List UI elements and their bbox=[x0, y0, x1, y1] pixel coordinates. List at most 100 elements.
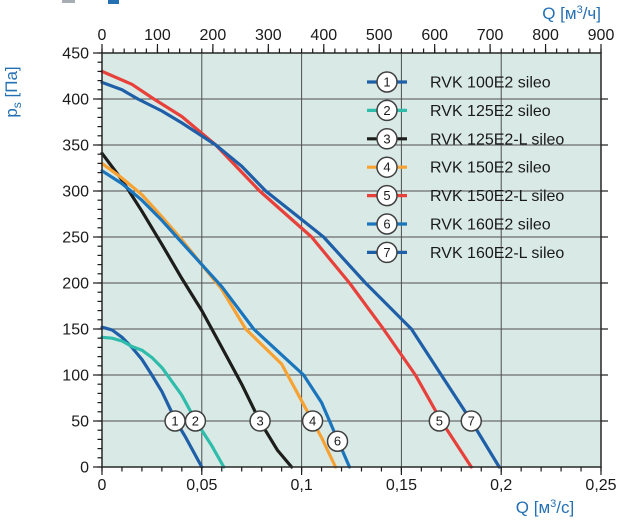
legend-item-rvk-150e2-l-sileo: 5 RVK 150E2-L sileo bbox=[367, 184, 564, 207]
legend-marker-circle bbox=[376, 213, 398, 235]
legend-item-rvk-160e2-l-sileo: 7 RVK 160E2-L sileo bbox=[367, 241, 564, 264]
bottom-tick-label: 0,15 bbox=[386, 477, 417, 494]
curve-marker-number: 4 bbox=[309, 414, 316, 429]
left-tick-label: 100 bbox=[62, 368, 89, 385]
y-axis-unit-label: ps [Па] bbox=[2, 47, 25, 137]
legend-marker-circle bbox=[376, 71, 398, 93]
legend-marker-circle bbox=[376, 156, 398, 178]
legend-label: RVK 160E2 sileo bbox=[430, 217, 551, 234]
curve-marker-number: 7 bbox=[468, 414, 475, 429]
legend-marker-circle bbox=[376, 241, 398, 264]
curve-rvk-160e2-sileo bbox=[100, 169, 352, 469]
legend-marker-circle bbox=[376, 128, 398, 150]
legend-label: RVK 150E2-L sileo bbox=[430, 188, 564, 205]
left-tick-label: 250 bbox=[62, 230, 89, 247]
legend-marker-number: 6 bbox=[383, 217, 390, 232]
fan-curves bbox=[100, 69, 501, 469]
bottom-axis-unit-sup: 3 bbox=[550, 498, 557, 510]
left-tick-label: 150 bbox=[62, 322, 89, 339]
left-tick-label: 450 bbox=[62, 46, 89, 63]
top-tick-label: 800 bbox=[532, 27, 559, 44]
bottom-axis-unit-label: Q [м3/с] bbox=[495, 495, 595, 517]
curve-rvk-150e2-sileo bbox=[100, 161, 338, 469]
bottom-axis-unit-post: /с] bbox=[556, 498, 575, 517]
left-tick-label: 300 bbox=[62, 184, 89, 201]
legend: 1 RVK 100E2 sileo 2 RVK 125E2 sileo 3 RVK 125… bbox=[367, 71, 564, 264]
legend-item-rvk-125e2-sileo: 2 RVK 125E2 sileo bbox=[367, 99, 551, 122]
curve-rvk-100e2-sileo bbox=[100, 325, 204, 469]
curve-marker-number: 5 bbox=[436, 414, 443, 429]
top-tick-label: 0 bbox=[98, 27, 107, 44]
bottom-axis-unit-pre: Q [м bbox=[515, 498, 551, 517]
curve-marker-number: 1 bbox=[171, 414, 178, 429]
curve-rvk-125e2-l-sileo bbox=[100, 151, 294, 469]
legend-label: RVK 160E2-L sileo bbox=[430, 245, 564, 262]
top-axis-unit-label: Q [м3/ч] bbox=[542, 1, 601, 23]
curve-marker-circle bbox=[460, 410, 483, 432]
curve-marker-number: 6 bbox=[334, 434, 341, 449]
curve-marker-circle bbox=[249, 410, 271, 432]
curve-marker-6: 6 bbox=[326, 430, 349, 452]
curve-marker-circle bbox=[326, 430, 349, 452]
top-tick-label: 200 bbox=[200, 27, 227, 44]
top-axis-unit-sup: 3 bbox=[576, 4, 583, 16]
curve-number-markers: 1 2 3 4 5 6 7 bbox=[164, 410, 483, 452]
bottom-tick-label: 0,1 bbox=[290, 477, 312, 494]
top-tick-label: 300 bbox=[255, 27, 282, 44]
curve-rvk-150e2-l-sileo bbox=[100, 69, 473, 469]
legend-item-rvk-100e2-sileo: 1 RVK 100E2 sileo bbox=[367, 71, 551, 93]
bottom-tick-label: 0,05 bbox=[186, 477, 217, 494]
axis-ticks bbox=[93, 44, 608, 475]
curve-marker-4: 4 bbox=[301, 410, 324, 432]
curve-marker-1: 1 bbox=[164, 410, 186, 432]
left-tick-label: 50 bbox=[71, 414, 89, 431]
tick-labels: 0 0,05 0,1 0,15 0,2 0,250 100 200 300 400 500 600 70… bbox=[62, 27, 616, 494]
legend-marker-number: 7 bbox=[383, 245, 390, 260]
legend-marker-number: 2 bbox=[383, 103, 390, 118]
top-tick-label: 900 bbox=[588, 27, 615, 44]
cropped-text-artifact bbox=[62, 0, 75, 3]
top-tick-label: 700 bbox=[477, 27, 504, 44]
curve-marker-circle bbox=[301, 410, 324, 432]
top-tick-label: 500 bbox=[366, 27, 393, 44]
curve-rvk-160e2-l-sileo bbox=[100, 80, 501, 469]
plot-border bbox=[101, 52, 602, 468]
top-tick-label: 400 bbox=[310, 27, 337, 44]
cropped-text-artifact bbox=[108, 0, 119, 4]
legend-label: RVK 125E2 sileo bbox=[430, 103, 551, 120]
curve-marker-5: 5 bbox=[428, 410, 451, 432]
curve-marker-3: 3 bbox=[249, 410, 271, 432]
legend-marker-number: 3 bbox=[383, 131, 390, 146]
legend-marker-number: 1 bbox=[383, 75, 390, 90]
curve-marker-number: 3 bbox=[256, 414, 263, 429]
bottom-tick-label: 0,2 bbox=[490, 477, 512, 494]
top-tick-label: 600 bbox=[421, 27, 448, 44]
y-axis-unit-pre: p bbox=[2, 108, 21, 118]
bottom-tick-label: 0 bbox=[98, 477, 107, 494]
legend-marker-number: 5 bbox=[383, 188, 390, 203]
legend-item-rvk-160e2-sileo: 6 RVK 160E2 sileo bbox=[367, 213, 551, 235]
left-tick-label: 400 bbox=[62, 92, 89, 109]
curve-marker-circle bbox=[428, 410, 451, 432]
curve-marker-2: 2 bbox=[184, 410, 207, 432]
legend-marker-number: 4 bbox=[383, 160, 390, 175]
y-axis-unit-sub: s bbox=[10, 102, 24, 109]
top-tick-label: 100 bbox=[144, 27, 171, 44]
top-axis-unit-pre: Q [м bbox=[542, 4, 577, 23]
legend-marker-circle bbox=[376, 99, 398, 122]
curve-marker-circle bbox=[184, 410, 207, 432]
legend-label: RVK 150E2 sileo bbox=[430, 160, 551, 177]
top-axis-unit-post: /ч] bbox=[582, 4, 601, 23]
plot-background bbox=[102, 53, 601, 467]
curve-marker-7: 7 bbox=[460, 410, 483, 432]
legend-label: RVK 100E2 sileo bbox=[430, 75, 551, 92]
curve-marker-number: 2 bbox=[192, 414, 199, 429]
legend-item-rvk-125e2-l-sileo: 3 RVK 125E2-L sileo bbox=[367, 128, 564, 150]
bottom-tick-label: 0,25 bbox=[585, 477, 616, 494]
y-axis-unit-post: [Па] bbox=[2, 66, 21, 103]
legend-label: RVK 125E2-L sileo bbox=[430, 131, 564, 148]
legend-item-rvk-150e2-sileo: 4 RVK 150E2 sileo bbox=[367, 156, 551, 178]
left-tick-label: 0 bbox=[80, 460, 89, 477]
left-tick-label: 350 bbox=[62, 138, 89, 155]
